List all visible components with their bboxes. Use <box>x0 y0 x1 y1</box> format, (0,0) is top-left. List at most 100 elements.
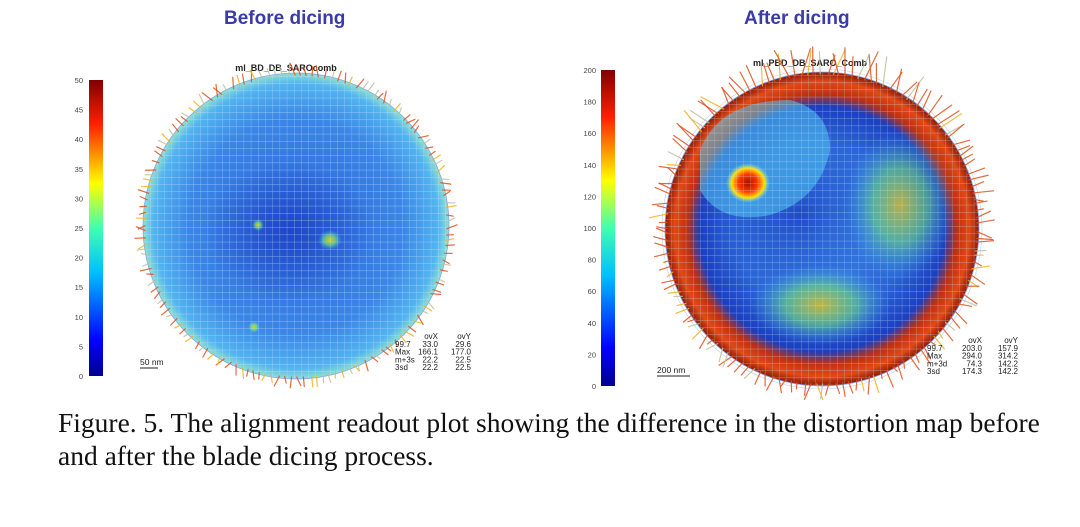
edge-vector <box>188 107 197 114</box>
edge-vector <box>930 104 953 120</box>
edge-vector <box>241 73 245 85</box>
stats-row-label: Max <box>395 348 410 357</box>
edge-vector <box>863 51 879 81</box>
colorbar-after: 0 20 40 60 80 100 120 140 160 180 200 <box>583 66 615 391</box>
edge-vector <box>818 51 821 75</box>
edge-vector <box>754 370 762 385</box>
stats-value-x: 74.3 <box>966 359 982 368</box>
edge-vector <box>697 100 720 115</box>
edge-vector <box>824 383 830 396</box>
edge-vector <box>135 226 146 232</box>
edge-vector <box>150 286 159 293</box>
edge-vector <box>337 70 342 82</box>
stats-value-y: 22.5 <box>455 363 471 372</box>
colorbar-tick-label: 45 <box>75 106 83 115</box>
edge-vector <box>433 159 443 166</box>
edge-vector <box>801 48 811 76</box>
edge-vector <box>745 65 758 90</box>
edge-vector <box>236 74 241 87</box>
edge-vector <box>157 298 165 305</box>
edge-vector <box>740 365 750 376</box>
edge-vector <box>388 98 392 108</box>
edge-vector <box>663 282 678 291</box>
edge-vector <box>728 82 741 98</box>
edge-vector <box>399 334 407 344</box>
edge-vector <box>273 375 281 387</box>
edge-vector <box>658 265 673 271</box>
edge-vector <box>183 332 190 338</box>
edge-vector <box>410 119 419 130</box>
edge-vector <box>673 134 692 148</box>
edge-vector <box>353 364 361 372</box>
colorbar-tick-label: 200 <box>583 66 596 75</box>
edge-vector <box>366 82 375 94</box>
wafer-map-after <box>648 46 995 400</box>
scale-label-before: 50 nm <box>140 357 164 367</box>
edge-vector <box>161 133 171 143</box>
edge-vector <box>699 333 709 350</box>
colorbar-tick-label: 60 <box>588 287 596 296</box>
edge-vector <box>959 298 977 307</box>
edge-vector <box>156 146 166 152</box>
edge-vector <box>445 238 454 242</box>
stats-header: ovY <box>457 332 471 341</box>
edge-vector <box>303 66 307 76</box>
edge-vector <box>880 371 883 379</box>
edge-vector <box>762 63 771 84</box>
edge-vector <box>246 368 249 377</box>
edge-vector <box>170 318 178 326</box>
edge-vector <box>897 363 903 380</box>
edge-vector <box>678 125 698 139</box>
colorbar-tick-label: 25 <box>75 224 83 233</box>
edge-vector <box>159 301 167 309</box>
edge-vector <box>394 339 398 347</box>
edge-vector <box>438 178 450 181</box>
edge-vector <box>272 67 277 77</box>
edge-vector <box>266 67 272 78</box>
edge-vector <box>217 355 221 365</box>
edge-vector <box>974 249 987 252</box>
edge-vector <box>867 375 871 395</box>
edge-vector <box>224 361 232 368</box>
edge-vector <box>422 138 431 146</box>
colorbar-before-gradient <box>89 80 103 376</box>
edge-vector <box>420 309 429 314</box>
wafer-map-before <box>134 62 458 389</box>
edge-vector <box>976 237 994 241</box>
stats-value-y: 314.2 <box>998 352 1019 361</box>
figure-caption: Figure. 5. The alignment readout plot sh… <box>58 407 1040 471</box>
stats-value-y: 29.6 <box>455 340 471 349</box>
edge-vector <box>215 358 225 366</box>
edge-vector <box>909 356 920 371</box>
stats-value-x: 294.0 <box>962 352 983 361</box>
edge-vector <box>653 236 669 241</box>
edge-vector <box>778 377 782 394</box>
edge-vector <box>682 313 694 323</box>
edge-vector <box>270 374 273 384</box>
edge-vector <box>970 181 985 188</box>
scale-bar-after: 200 nm <box>657 365 690 377</box>
edge-vector <box>972 190 995 194</box>
edge-vector <box>406 118 416 124</box>
edge-vector <box>436 164 446 174</box>
edge-vector <box>445 244 455 247</box>
edge-vector <box>921 90 932 112</box>
edge-vector <box>443 190 451 196</box>
edge-vector <box>945 321 956 331</box>
edge-vector <box>393 103 401 112</box>
edge-vector <box>941 326 954 342</box>
edge-vector <box>436 277 446 283</box>
edge-vector <box>651 202 670 206</box>
panel-title-after: After dicing <box>744 8 850 29</box>
edge-vector <box>654 186 672 195</box>
colorbar-tick-label: 50 <box>75 76 83 85</box>
edge-vector <box>430 293 442 296</box>
edge-vector <box>440 182 452 185</box>
edge-vector <box>949 315 961 329</box>
edge-vector <box>168 128 175 138</box>
edge-vector <box>344 72 347 84</box>
edge-vector <box>232 76 235 90</box>
edge-vector <box>648 213 669 219</box>
edge-vector <box>658 165 680 170</box>
edge-vector <box>933 335 945 350</box>
